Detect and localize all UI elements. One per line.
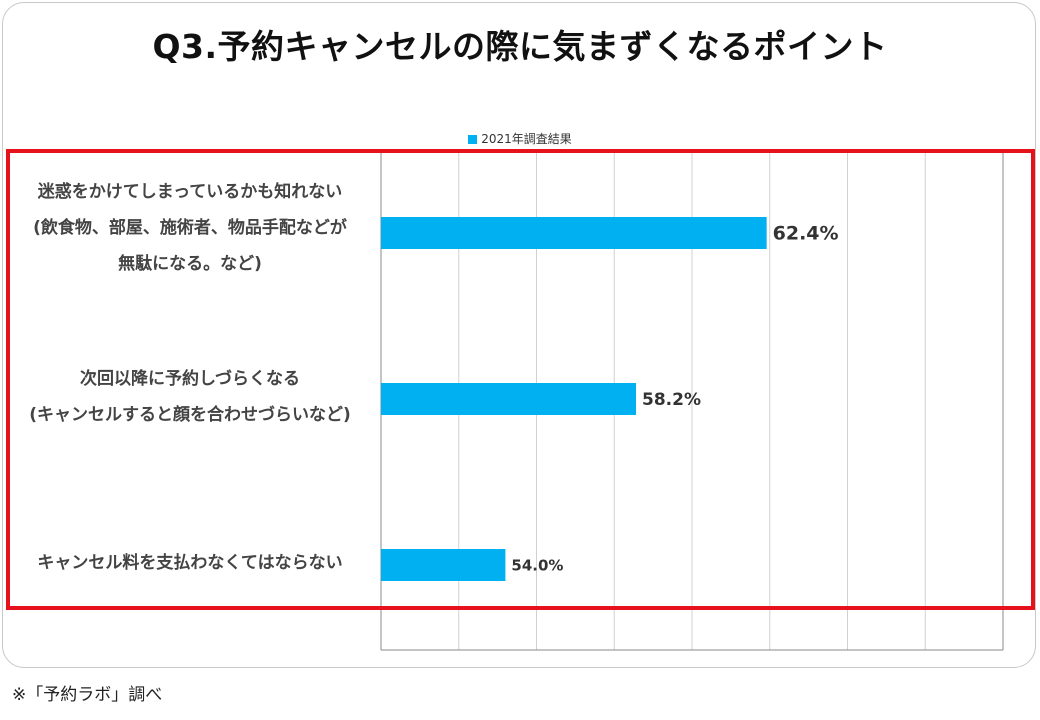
category-label-line: 次回以降に予約しづらくなる [80,369,300,389]
legend: 2021年調査結果 [0,130,1040,147]
category-label-line: キャンセル料を支払わなくてはならない [37,553,343,573]
legend-label: 2021年調査結果 [481,132,572,146]
category-label-inconvenience: 迷惑をかけてしまっているかも知れない (飲食物、部屋、施術者、物品手配などが 無… [10,174,370,282]
category-label-line: 無駄になる。など) [118,254,262,274]
category-label-future-booking: 次回以降に予約しづらくなる (キャンセルすると顔を合わせづらいなど) [10,361,370,433]
data-label: 58.2% [642,390,701,410]
bar [381,217,767,249]
data-label: 62.4% [773,223,839,245]
category-label-line: 迷惑をかけてしまっているかも知れない [37,182,343,202]
chart-title: Q3.予約キャンセルの際に気まずくなるポイント [152,27,888,66]
bar [381,549,506,581]
category-label-cancel-fee: キャンセル料を支払わなくてはならない [10,545,370,581]
data-label: 54.0% [511,556,563,574]
bar [381,383,637,415]
category-label-line: (飲食物、部屋、施術者、物品手配などが [33,218,347,238]
category-label-line: (キャンセルすると顔を合わせづらいなど) [29,405,351,425]
legend-swatch [468,135,478,144]
chart-frame [2,2,1036,668]
footnote: ※「予約ラボ」調べ [12,685,163,705]
